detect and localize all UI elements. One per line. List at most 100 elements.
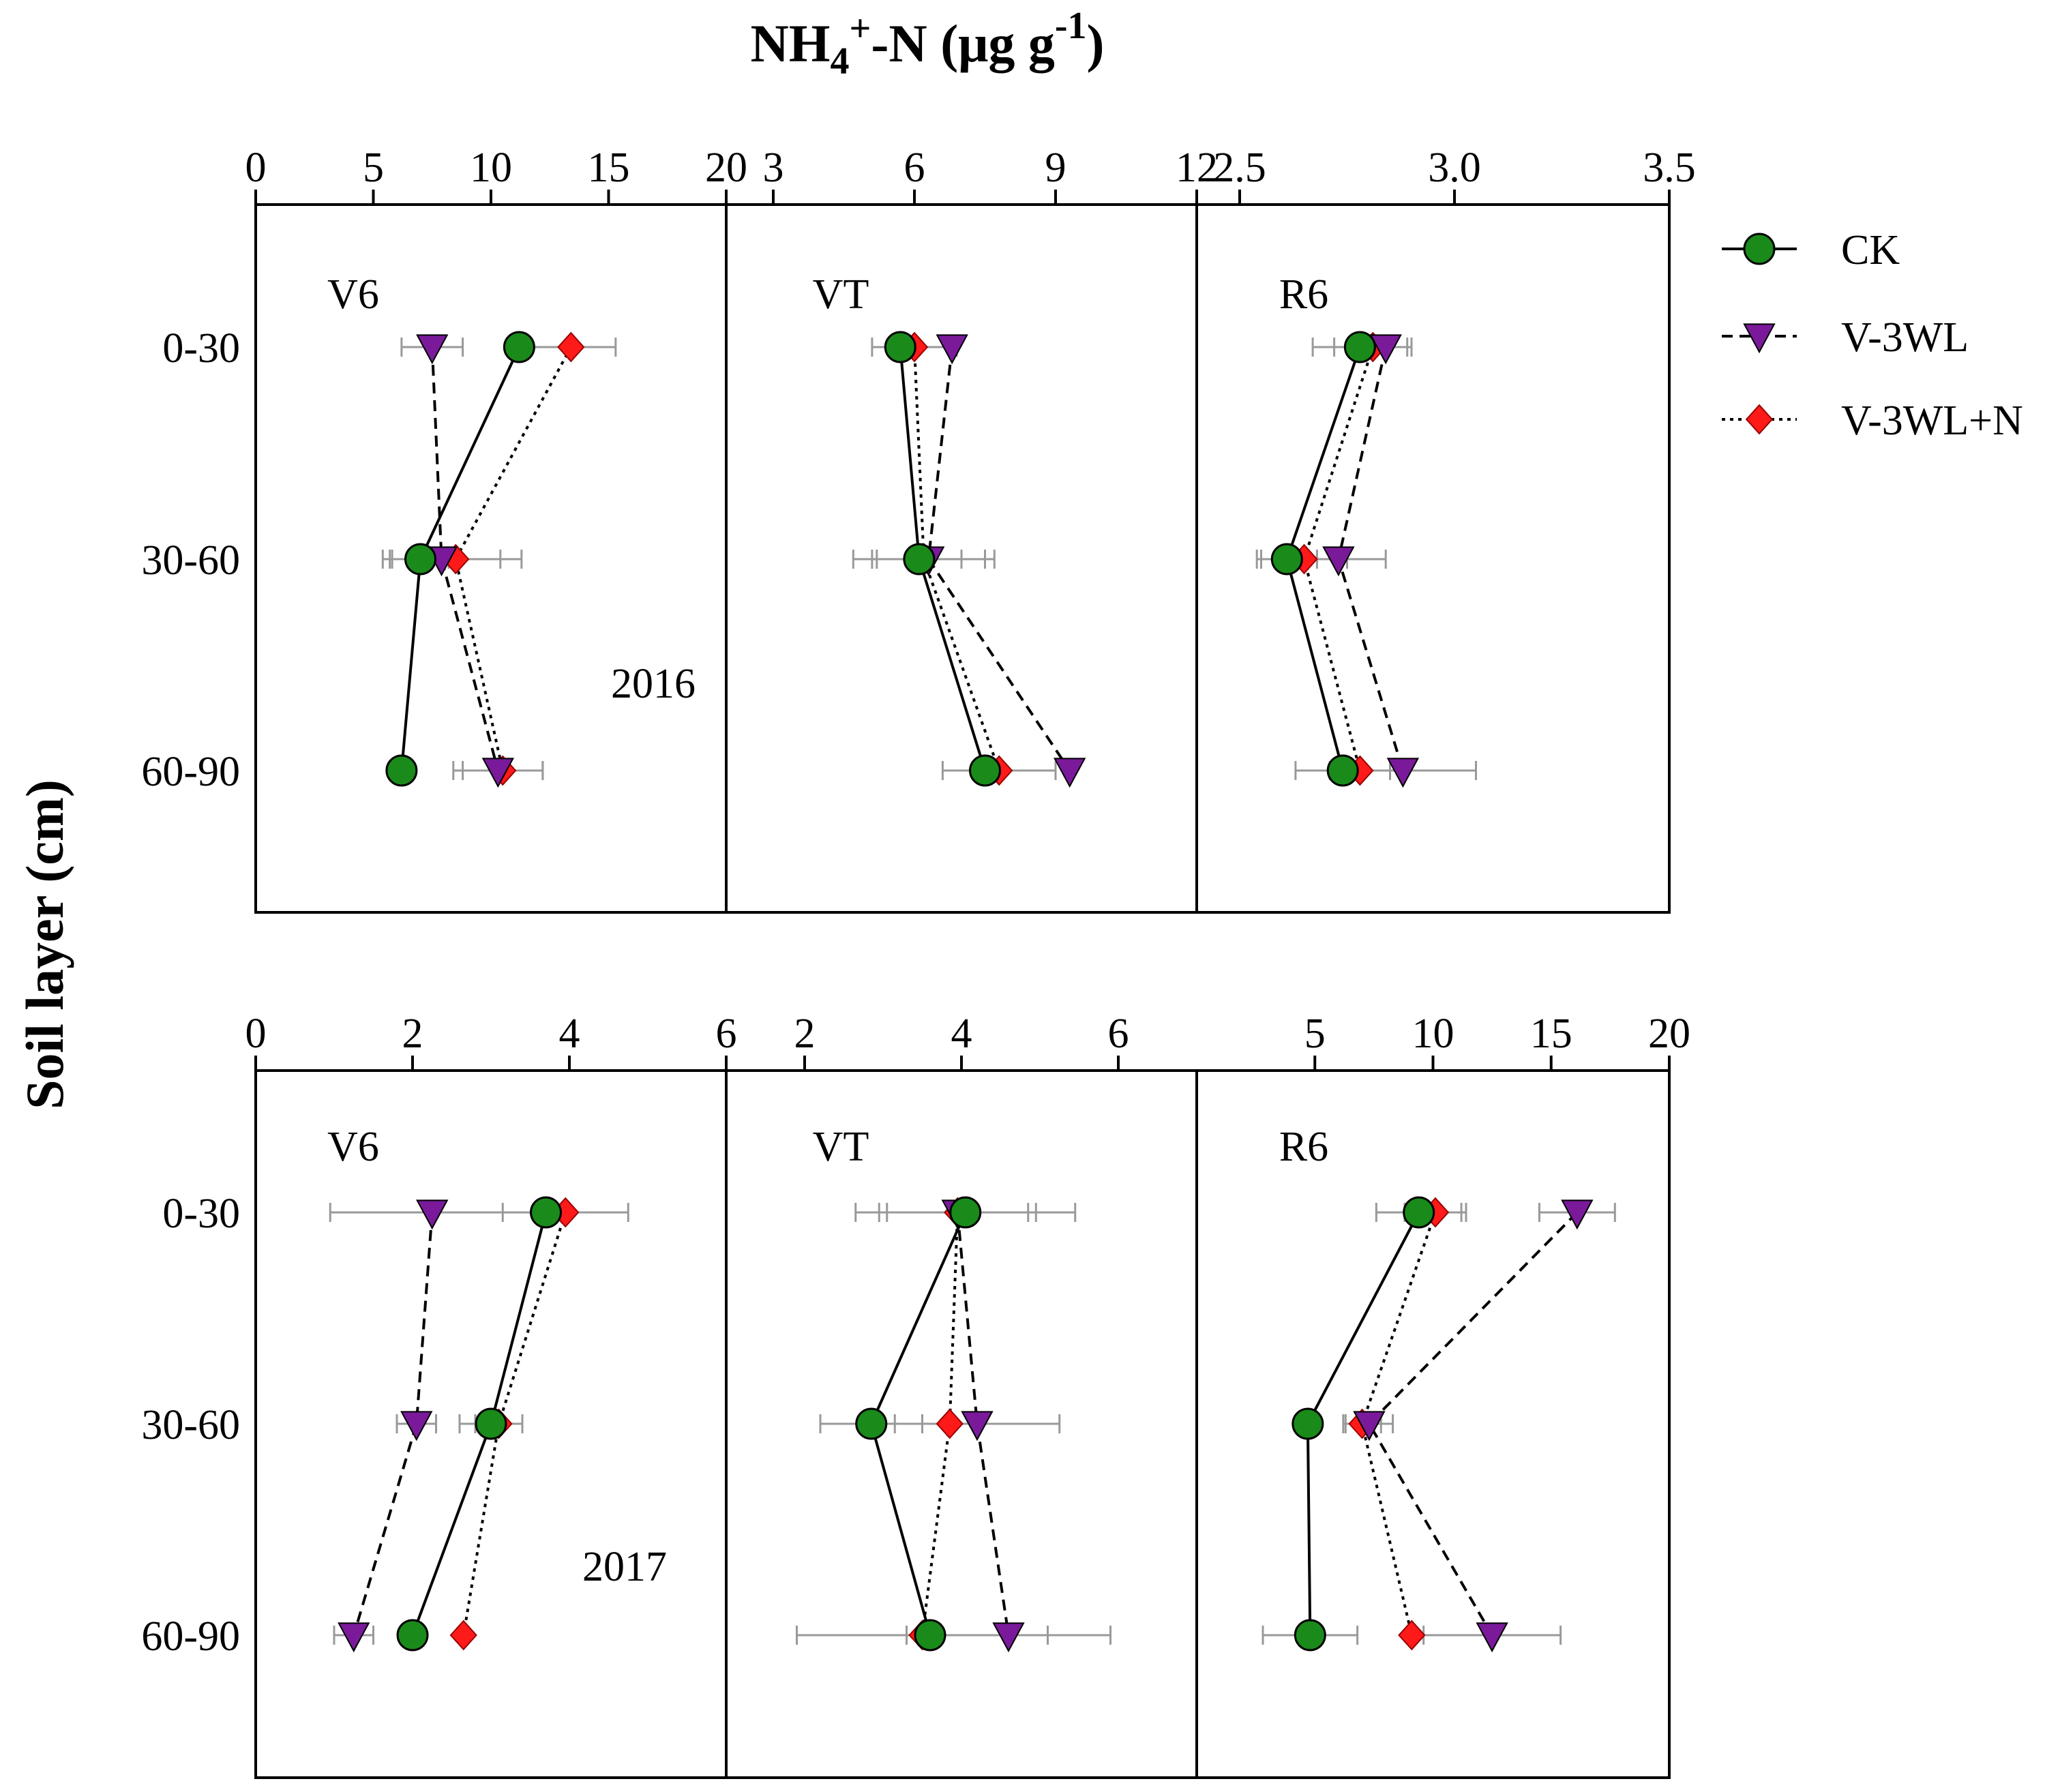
x-tick-label: 20 — [705, 145, 747, 191]
depth-label-30-60: 30-60 — [141, 1402, 240, 1448]
figure-title: NH4+-N (μg g-1) — [750, 5, 1104, 83]
point-v-3wl-60-90 — [992, 1622, 1025, 1653]
x-tick-label: 6 — [1108, 1011, 1129, 1057]
point-v-3wl-0-30 — [1369, 334, 1402, 365]
series-line-v-3wl — [352, 1212, 434, 1636]
stage-label: R6 — [1279, 1124, 1328, 1170]
series-line-v-3wl-n — [454, 346, 573, 771]
x-tick-label: 0 — [245, 145, 267, 191]
series-line-v-3wl — [956, 1212, 1010, 1636]
point-ck-30-60 — [855, 1407, 888, 1440]
point-ck-60-90 — [1294, 1619, 1326, 1652]
depth-label-0-30: 0-30 — [162, 325, 240, 372]
x-tick-label: 2 — [402, 1011, 423, 1057]
point-ck-60-90 — [396, 1619, 429, 1652]
point-v-3wl-60-90 — [338, 1622, 370, 1653]
title-part: ) — [1087, 14, 1105, 73]
stage-label: VT — [813, 271, 869, 318]
stage-label: V6 — [327, 1124, 379, 1170]
point-ck-30-60 — [1270, 543, 1303, 576]
point-v-3wl-n-30-60 — [936, 1408, 964, 1439]
x-tick-label: 15 — [1530, 1011, 1572, 1057]
point-v-3wl-60-90 — [481, 758, 515, 788]
point-ck-0-30 — [530, 1196, 562, 1229]
point-ck-60-90 — [969, 754, 1001, 787]
point-ck-0-30 — [949, 1196, 982, 1229]
x-tick-label: 20 — [1648, 1011, 1690, 1057]
panel-2016-vt: 3 6 9 12 VT — [725, 145, 1218, 914]
depth-label-60-90: 60-90 — [141, 1613, 240, 1660]
point-ck-0-30 — [503, 331, 535, 363]
stage-label: R6 — [1279, 271, 1328, 318]
point-ck-30-60 — [404, 543, 436, 576]
legend-marker-ck — [1743, 233, 1776, 265]
depth-label-60-90: 60-90 — [141, 749, 240, 795]
point-v-3wl-n-60-90 — [1398, 1619, 1426, 1651]
point-ck-60-90 — [385, 754, 418, 787]
point-v-3wl-0-30 — [416, 334, 449, 365]
stage-label: VT — [813, 1124, 869, 1170]
legend-marker-v-3wl-n — [1745, 404, 1774, 435]
panel-2017-r6: 5 10 15 20 R6 — [1195, 1011, 1690, 1779]
panel-frame — [1195, 203, 1671, 914]
title-superscript: -1 — [1055, 5, 1087, 47]
panel-2016-v6: 0 5 10 15 20 V6 — [245, 145, 747, 914]
point-v-3wl-0-30 — [936, 334, 968, 365]
x-tick-label: 3.0 — [1428, 145, 1481, 191]
point-v-3wl-30-60 — [961, 1411, 994, 1442]
point-v-3wl-30-60 — [1322, 546, 1355, 577]
point-ck-30-60 — [1292, 1407, 1324, 1440]
title-part: -N (μg g — [871, 14, 1055, 73]
point-ck-0-30 — [1403, 1196, 1435, 1229]
year-label: 2017 — [582, 1544, 667, 1590]
x-tick-label: 0 — [245, 1011, 267, 1057]
point-ck-60-90 — [914, 1619, 946, 1652]
x-tick-label: 2 — [794, 1011, 816, 1057]
point-v-3wl-n-60-90 — [449, 1619, 477, 1651]
x-tick-label: 4 — [951, 1011, 972, 1057]
x-tick-label: 15 — [588, 145, 630, 191]
point-v-3wl-30-60 — [400, 1411, 433, 1442]
y-axis-label: Soil layer (cm) — [15, 779, 74, 1109]
point-v-3wl-0-30 — [1561, 1199, 1594, 1230]
legend-label: V-3WL+N — [1841, 398, 2023, 444]
point-ck-30-60 — [903, 543, 936, 576]
x-tick-label: 5 — [1304, 1011, 1326, 1057]
x-tick-label: 5 — [363, 145, 384, 191]
legend-label: CK — [1841, 227, 1900, 273]
depth-label-0-30: 0-30 — [162, 1191, 240, 1237]
point-v-3wl-0-30 — [416, 1199, 449, 1230]
x-tick-label: 4 — [559, 1011, 580, 1057]
point-v-3wl-n-0-30 — [557, 331, 585, 363]
legend-marker-v-3wl — [1743, 323, 1776, 354]
legend-label: V-3WL — [1841, 314, 1969, 361]
point-v-3wl-60-90 — [1476, 1622, 1508, 1653]
series-line-v-3wl-n — [913, 346, 1001, 771]
panel-2017-v6: 0 2 4 6 V6 — [245, 1011, 737, 1779]
panel-2017-vt: 2 4 6 VT — [725, 1011, 1198, 1779]
point-v-3wl-60-90 — [1054, 758, 1086, 788]
series-line-v-3wl-n — [921, 1212, 959, 1636]
point-ck-0-30 — [884, 331, 916, 363]
x-tick-label: 12 — [1176, 145, 1218, 191]
series-line-v-3wl — [1367, 1211, 1579, 1637]
x-tick-label: 10 — [470, 145, 512, 191]
point-v-3wl-30-60 — [1353, 1411, 1386, 1442]
legend: CK V-3WL V-3WL+N — [1722, 227, 2023, 444]
panel-frame — [1195, 1069, 1671, 1779]
point-ck-0-30 — [1343, 331, 1376, 363]
title-subscript: 4 — [830, 40, 849, 83]
x-tick-label: 10 — [1412, 1011, 1454, 1057]
depth-label-30-60: 30-60 — [141, 537, 240, 584]
point-ck-60-90 — [1326, 754, 1359, 787]
panel-2016-r6: 2.5 3.0 3.5 R6 — [1195, 145, 1696, 914]
x-tick-label: 6 — [716, 1011, 737, 1057]
year-label: 2016 — [611, 661, 696, 707]
x-tick-label: 3.5 — [1643, 145, 1696, 191]
chart-root: 0 5 10 15 20 V6 3 6 9 12 VT 2.5 3.0 3.5 R6 0 2 4 6 V6 2 4 6 VT 5… — [15, 5, 2023, 1779]
point-ck-30-60 — [475, 1407, 507, 1440]
x-tick-label: 3 — [763, 145, 784, 191]
x-tick-label: 2.5 — [1213, 145, 1266, 191]
point-v-3wl-60-90 — [1386, 758, 1420, 788]
